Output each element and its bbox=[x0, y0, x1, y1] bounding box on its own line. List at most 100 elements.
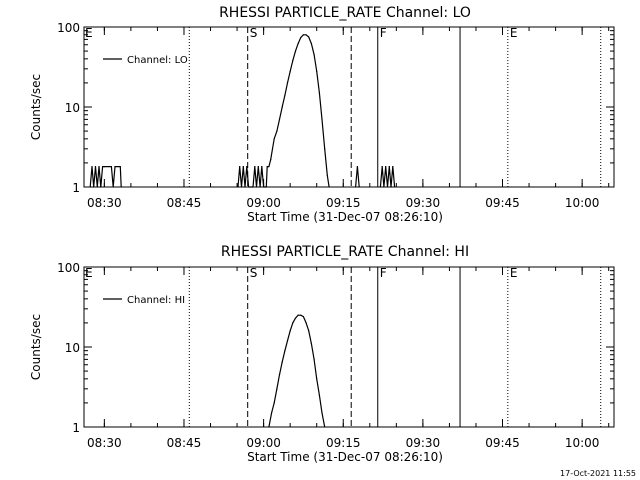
data-point bbox=[284, 350, 286, 352]
data-point bbox=[305, 34, 307, 36]
data-point bbox=[281, 361, 283, 363]
data-point bbox=[254, 166, 256, 168]
data-point bbox=[257, 166, 259, 168]
data-point bbox=[281, 106, 283, 108]
y-tick-label: 1 bbox=[72, 181, 80, 195]
chart-panels: RHESSI PARTICLE_RATE Channel: LO 1 10 100 08… bbox=[29, 5, 615, 464]
data-point bbox=[268, 426, 270, 428]
y-axis-label: Counts/sec bbox=[29, 74, 43, 140]
data-point bbox=[385, 166, 387, 168]
data-point bbox=[394, 186, 396, 188]
x-tick-label: 09:30 bbox=[406, 196, 441, 210]
data-point bbox=[237, 186, 239, 188]
data-point bbox=[297, 314, 299, 316]
data-point bbox=[246, 166, 248, 168]
data-point bbox=[321, 412, 323, 414]
data-point bbox=[271, 148, 274, 150]
data-point bbox=[289, 330, 291, 332]
marker-label: F bbox=[380, 26, 387, 40]
timestamp-label: 17-Oct-2021 11:55 bbox=[560, 469, 636, 478]
data-point bbox=[390, 186, 392, 188]
data-point bbox=[302, 316, 304, 318]
data-point bbox=[324, 148, 326, 150]
data-point bbox=[91, 166, 93, 168]
y-tick-label: 1 bbox=[72, 421, 80, 435]
y-tick-label: 100 bbox=[57, 261, 80, 275]
data-point bbox=[252, 186, 254, 188]
data-point bbox=[112, 186, 114, 188]
data-point bbox=[316, 378, 318, 380]
x-tick-label: 09:45 bbox=[485, 436, 520, 450]
data-point bbox=[318, 394, 320, 396]
data-point bbox=[386, 186, 389, 188]
data-point bbox=[358, 186, 360, 188]
legend-entry: Channel: HI bbox=[127, 295, 185, 306]
data-point bbox=[94, 166, 97, 168]
x-tick-label: 10:00 bbox=[565, 436, 600, 450]
data-point bbox=[292, 60, 294, 62]
data-point bbox=[276, 388, 278, 390]
data-point bbox=[255, 186, 258, 188]
data-point bbox=[103, 166, 105, 168]
data-point bbox=[278, 118, 281, 120]
data-point bbox=[240, 186, 243, 188]
x-axis-label: Start Time (31-Dec-07 08:26:10) bbox=[247, 450, 443, 464]
x-tick-label: 08:30 bbox=[87, 436, 122, 450]
marker-label: S bbox=[250, 266, 258, 280]
data-point bbox=[268, 166, 270, 168]
data-point bbox=[355, 186, 357, 188]
data-point bbox=[273, 402, 275, 404]
data-point bbox=[324, 426, 326, 428]
data-point bbox=[261, 166, 263, 168]
data-point bbox=[313, 358, 315, 360]
data-point bbox=[242, 166, 244, 168]
y-tick-label: 10 bbox=[65, 341, 80, 355]
data-point bbox=[289, 70, 291, 72]
data-point bbox=[110, 166, 112, 168]
data-point bbox=[318, 92, 320, 94]
y-axis-label: Counts/sec bbox=[29, 314, 43, 380]
data-point bbox=[297, 43, 299, 45]
data-point bbox=[308, 330, 310, 332]
data-point bbox=[313, 54, 315, 56]
data-point bbox=[276, 130, 278, 132]
data-point bbox=[96, 186, 98, 188]
data-point bbox=[286, 82, 289, 84]
series-line bbox=[268, 314, 326, 428]
x-tick-label: 08:45 bbox=[167, 196, 202, 210]
data-point bbox=[263, 186, 265, 188]
data-point bbox=[89, 186, 91, 188]
marker-label: S bbox=[250, 26, 258, 40]
data-point bbox=[239, 166, 241, 168]
x-tick-label: 09:15 bbox=[326, 436, 361, 450]
data-point bbox=[392, 166, 394, 168]
data-point bbox=[300, 314, 302, 316]
data-point bbox=[294, 50, 297, 52]
data-point bbox=[300, 36, 302, 39]
data-point bbox=[100, 186, 102, 188]
data-point bbox=[248, 186, 250, 188]
x-tick-label: 08:30 bbox=[87, 196, 122, 210]
data-point bbox=[278, 374, 281, 376]
data-point bbox=[310, 343, 312, 345]
y-tick-label: 10 bbox=[65, 101, 80, 115]
data-point bbox=[273, 138, 275, 140]
x-tick-label: 09:30 bbox=[406, 436, 441, 450]
data-point bbox=[119, 166, 121, 168]
x-axis-label: Start Time (31-Dec-07 08:26:10) bbox=[247, 210, 443, 224]
data-point bbox=[120, 186, 122, 188]
data-point bbox=[271, 412, 273, 414]
data-point bbox=[310, 43, 312, 45]
data-point bbox=[284, 94, 286, 96]
y-tick-label: 100 bbox=[57, 21, 80, 35]
chart-panel: RHESSI PARTICLE_RATE Channel: HI 1 10 100 08… bbox=[29, 244, 615, 464]
edge-marker-label: E bbox=[85, 26, 93, 40]
data-point bbox=[102, 166, 104, 168]
data-point bbox=[321, 118, 323, 120]
marker-label: E bbox=[510, 26, 518, 40]
data-point bbox=[286, 340, 289, 342]
x-tick-label: 09:00 bbox=[246, 436, 281, 450]
data-point bbox=[356, 166, 358, 168]
